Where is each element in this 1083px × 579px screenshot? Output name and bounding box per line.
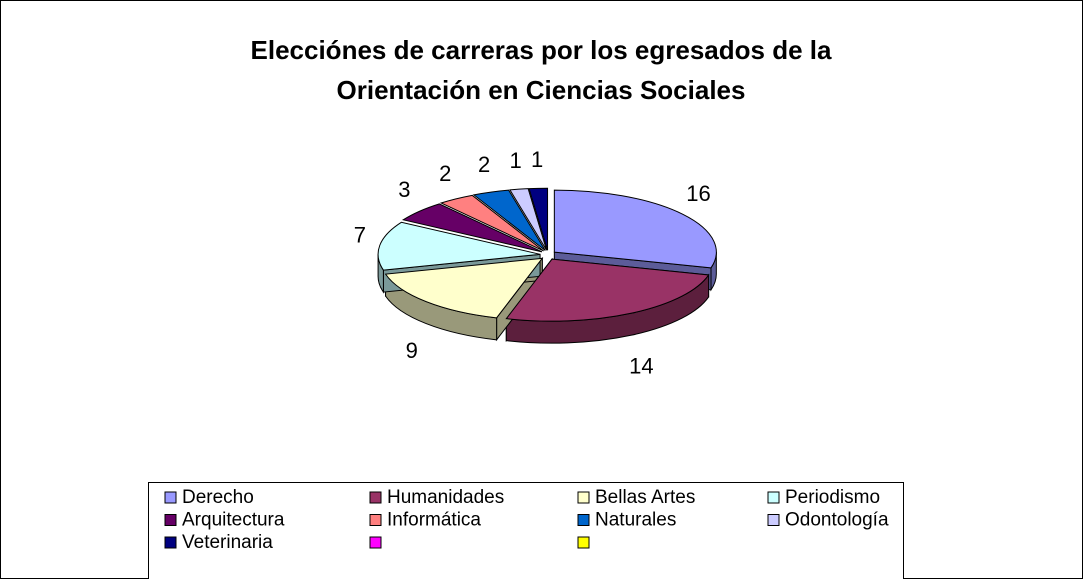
value-label: 3: [398, 177, 410, 202]
legend-swatch: [164, 536, 177, 549]
slice: [377, 221, 541, 271]
legend-swatch: [577, 536, 590, 549]
slice: [439, 194, 544, 252]
slice: [384, 257, 544, 319]
value-label: 1: [531, 147, 543, 172]
legend-swatch: [577, 491, 590, 504]
value-label: 9: [406, 338, 418, 363]
value-label: 2: [439, 161, 451, 186]
legend-swatch: [369, 491, 382, 504]
value-label: 7: [354, 222, 366, 247]
slice: [509, 188, 548, 251]
legend-swatch: [164, 491, 177, 504]
slice: [528, 187, 549, 251]
legend-label: Arquitectura: [182, 510, 285, 531]
legend-label: Humanidades: [387, 487, 504, 508]
legend-swatch: [767, 491, 780, 504]
legend-swatch: [369, 536, 382, 549]
legend-label: Derecho: [182, 487, 254, 508]
value-label: 1: [509, 148, 521, 173]
chart-title: Orientación en Ciencias Sociales: [337, 75, 746, 105]
legend-swatch: [164, 514, 177, 526]
legend-swatch: [767, 514, 780, 526]
legend-swatch: [369, 514, 382, 526]
legend-label: Veterinaria: [182, 532, 273, 553]
value-label: 16: [686, 181, 710, 206]
legend-label: Bellas Artes: [595, 487, 695, 508]
slice: [553, 189, 717, 269]
value-label: 2: [478, 152, 490, 177]
slice: [505, 258, 710, 322]
legend-label: Odontología: [785, 510, 889, 531]
legend-label: Naturales: [595, 510, 676, 531]
legend-swatch: [577, 514, 590, 526]
slice: [401, 203, 543, 253]
chart-title: Elecciónes de carreras por los egresados…: [251, 35, 832, 65]
legend-label: Informática: [387, 510, 481, 531]
slice: [472, 189, 546, 251]
value-label: 14: [629, 353, 653, 378]
legend-label: Periodismo: [785, 487, 880, 508]
